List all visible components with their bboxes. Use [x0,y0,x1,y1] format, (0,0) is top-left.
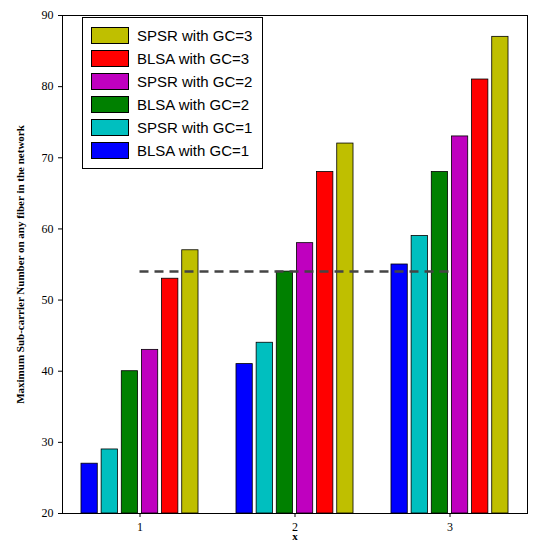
svg-text:80: 80 [42,79,54,93]
svg-text:20: 20 [42,506,54,520]
svg-text:1: 1 [137,520,143,534]
svg-text:3: 3 [447,520,453,534]
svg-text:40: 40 [42,364,54,378]
svg-text:Maximum Sub-carrier Number on: Maximum Sub-carrier Number on any fiber … [14,124,26,404]
svg-text:60: 60 [42,222,54,236]
html-text:BLSA with GC=1: BLSA with GC=1 [137,142,250,159]
html-text:SPSR with GC=2: SPSR with GC=2 [137,73,253,90]
svg-text:70: 70 [42,151,54,165]
svg-text:2: 2 [292,520,298,534]
svg-text:30: 30 [42,435,54,449]
svg-text:50: 50 [42,293,54,307]
html-text:BLSA with GC=2: BLSA with GC=2 [137,96,250,113]
html-text:SPSR with GC=3: SPSR with GC=3 [137,27,253,44]
svg-text:x: x [292,530,298,541]
svg-text:90: 90 [42,8,54,22]
html-text:BLSA with GC=3: BLSA with GC=3 [137,50,250,67]
html-text:SPSR with GC=1: SPSR with GC=1 [137,119,253,136]
